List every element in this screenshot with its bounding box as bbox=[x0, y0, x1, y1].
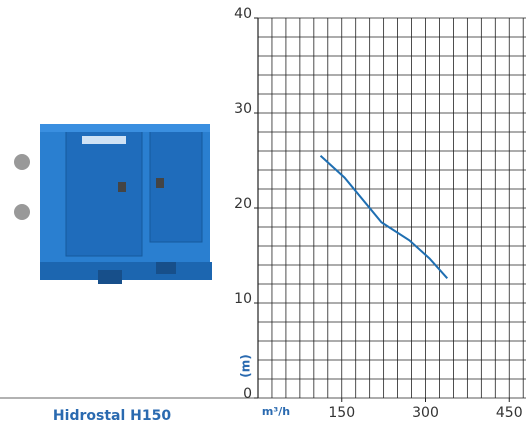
y-tick-label: 40 bbox=[234, 6, 252, 22]
series-line bbox=[319, 155, 449, 279]
chart-title: Hidrostal H150 bbox=[53, 408, 171, 424]
y-tick-label: 20 bbox=[234, 196, 252, 212]
y-axis-label: (m) bbox=[239, 354, 253, 377]
x-tick-label: 300 bbox=[412, 405, 439, 421]
pump-image bbox=[14, 124, 212, 284]
x-tick-label: 150 bbox=[328, 405, 355, 421]
x-tick-label: 450 bbox=[496, 405, 523, 421]
y-tick-label: 0 bbox=[243, 386, 252, 402]
y-tick-label: 30 bbox=[234, 101, 252, 117]
y-tick-label: 10 bbox=[234, 291, 252, 307]
x-axis-label: m³/h bbox=[262, 405, 290, 418]
